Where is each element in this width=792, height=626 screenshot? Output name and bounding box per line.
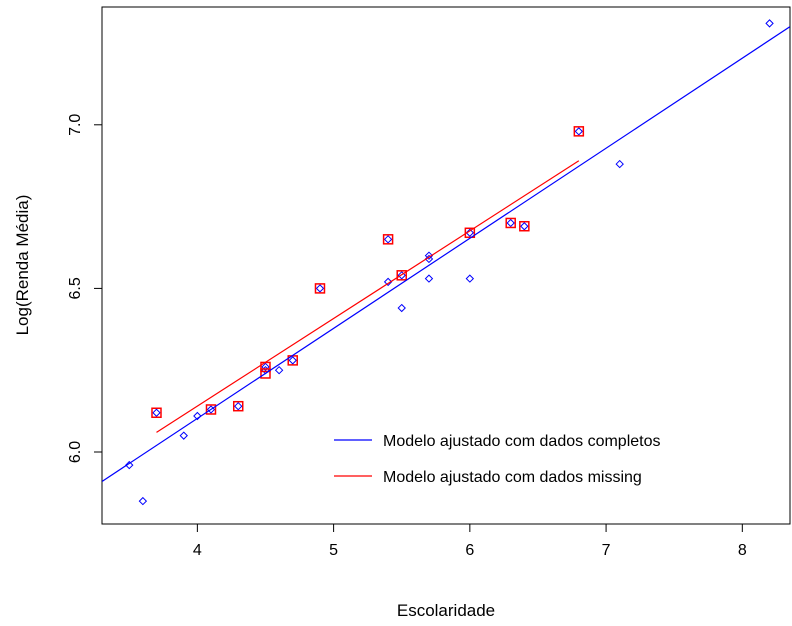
data-point-complete [138, 496, 148, 506]
data-point-complete [152, 408, 161, 417]
y-axis-title: Log(Renda Média) [13, 195, 32, 336]
data-point-complete [465, 274, 475, 283]
x-tick-label: 6 [465, 542, 474, 559]
data-point-complete [193, 411, 202, 421]
data-point-complete [424, 251, 434, 260]
data-point-missing [260, 368, 271, 379]
data-point-missing [382, 234, 394, 245]
data-point-complete [424, 254, 434, 264]
data-point-complete [261, 362, 270, 372]
data-point-complete [765, 19, 774, 28]
data-point-missing [573, 126, 585, 137]
data-point-complete [397, 271, 406, 280]
x-tick-label: 8 [738, 542, 747, 559]
x-tick-label: 4 [193, 542, 202, 559]
data-point-complete [424, 274, 434, 283]
data-point-complete [465, 228, 475, 237]
data-point-complete [234, 401, 243, 411]
x-axis: 4 5 6 7 8 [193, 524, 747, 559]
legend-label: Modelo ajustado com dados missing [383, 469, 642, 486]
y-axis: 6.0 6.5 7.0 [67, 114, 102, 463]
data-point-complete [506, 218, 515, 228]
data-point-missing [314, 283, 326, 294]
plot-area [102, 19, 790, 506]
data-point-missing [232, 400, 244, 412]
data-point-complete [615, 159, 624, 169]
data-point-complete [383, 277, 393, 287]
legend: Modelo ajustado com dados completos Model… [334, 433, 661, 486]
data-point-complete [520, 222, 529, 231]
data-point-complete [315, 284, 325, 293]
data-point-missing [151, 407, 162, 418]
data-point-missing [519, 220, 530, 232]
plot-frame [101, 6, 791, 525]
data-point-complete [397, 303, 406, 313]
data-point-missing [396, 270, 407, 281]
legend-label: Modelo ajustado com dados completos [383, 433, 661, 450]
x-tick-label: 5 [329, 542, 338, 559]
y-tick-label: 6.5 [67, 277, 84, 299]
data-point-complete [179, 431, 188, 440]
x-axis-title: Escolaridade [397, 601, 495, 620]
data-point-missing [505, 217, 516, 229]
data-point-complete [274, 366, 284, 375]
fit-line-3 [156, 160, 580, 433]
data-point-missing [205, 404, 217, 415]
data-point-complete [125, 460, 134, 470]
y-tick-label: 7.0 [67, 114, 84, 136]
data-point-complete [288, 356, 297, 365]
fit-line-2 [102, 26, 790, 482]
x-tick-label: 7 [602, 542, 611, 559]
data-point-missing [464, 227, 476, 239]
data-point-complete [574, 127, 584, 136]
y-tick-label: 6.0 [67, 441, 84, 463]
data-point-complete [383, 235, 393, 244]
